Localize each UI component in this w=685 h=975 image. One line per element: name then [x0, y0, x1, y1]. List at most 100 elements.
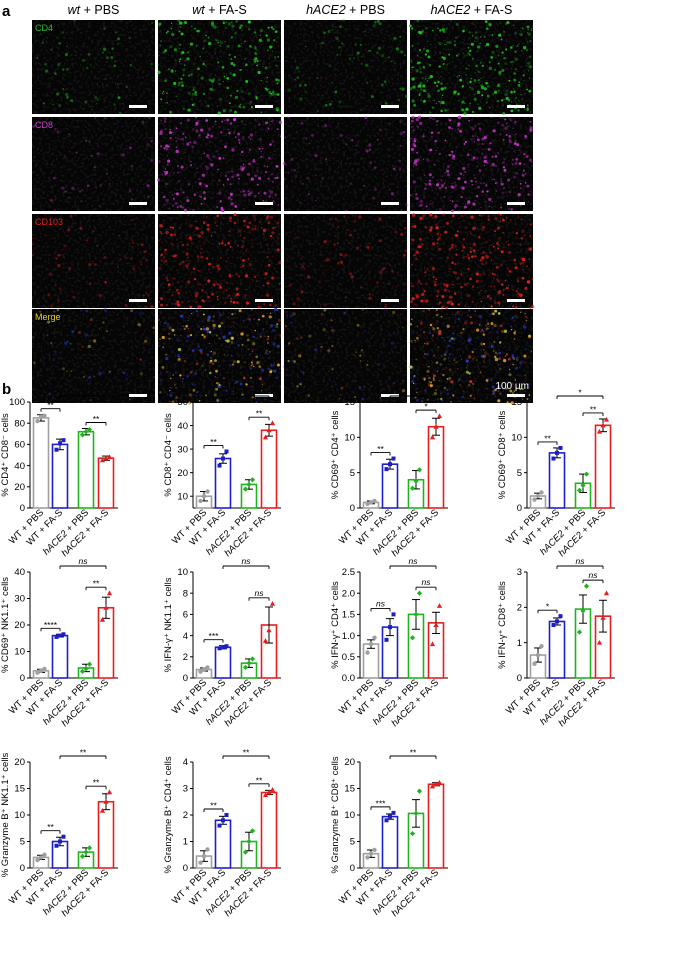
- micrograph-speckle: [53, 333, 55, 335]
- micrograph-speckle: [277, 363, 279, 365]
- micrograph-speckle: [77, 330, 82, 334]
- micrograph-speckle: [44, 300, 47, 302]
- micrograph-speckle: [50, 185, 53, 188]
- micrograph-speckle: [514, 379, 517, 381]
- micrograph-speckle: [527, 69, 530, 72]
- data-point: [603, 416, 610, 422]
- y-tick-label: 20: [177, 468, 188, 479]
- micrograph-speckle: [180, 80, 184, 84]
- y-tick-label: 5: [517, 468, 522, 479]
- micrograph-speckle: [353, 57, 355, 59]
- significance-label: *: [546, 602, 550, 612]
- micrograph-speckle: [526, 100, 527, 102]
- micrograph-speckle: [226, 77, 230, 80]
- micrograph-speckle: [494, 355, 497, 358]
- micrograph-noise: [32, 309, 155, 403]
- micrograph-speckle: [369, 237, 370, 239]
- data-point: [388, 625, 392, 630]
- micrograph-speckle: [197, 192, 199, 194]
- micrograph-speckle: [450, 164, 452, 166]
- micrograph-speckle: [298, 97, 300, 99]
- micrograph-speckle: [432, 394, 434, 396]
- micrograph-speckle: [192, 128, 195, 131]
- micrograph-speckle: [190, 202, 193, 204]
- micrograph-speckle: [464, 180, 467, 184]
- micrograph-speckle: [221, 66, 225, 69]
- micrograph-speckle: [272, 256, 273, 258]
- micrograph-speckle: [186, 142, 190, 146]
- micrograph-speckle: [42, 186, 44, 188]
- micrograph-speckle: [267, 335, 270, 338]
- micrograph-speckle: [463, 342, 465, 344]
- micrograph-speckle: [278, 282, 281, 285]
- micrograph-speckle: [253, 31, 257, 34]
- micrograph-speckle: [231, 363, 235, 366]
- micrograph-speckle: [510, 90, 513, 94]
- micrograph-speckle: [175, 303, 177, 305]
- micrograph-speckle: [490, 55, 494, 59]
- y-tick-label: 100: [9, 397, 25, 408]
- micrograph-speckle: [337, 225, 340, 229]
- micrograph-speckle: [479, 128, 482, 131]
- micrograph-speckle: [225, 389, 228, 392]
- micrograph-speckle: [264, 171, 268, 174]
- micrograph-speckle: [269, 303, 272, 307]
- micrograph-speckle: [429, 213, 433, 217]
- micrograph-speckle: [442, 373, 445, 377]
- micrograph-speckle: [443, 340, 446, 342]
- micrograph-speckle: [195, 121, 199, 125]
- micrograph-speckle: [392, 167, 396, 171]
- micrograph-speckle: [441, 94, 444, 96]
- micrograph-speckle: [409, 24, 412, 28]
- micrograph-speckle: [437, 80, 440, 84]
- micrograph-speckle: [531, 28, 533, 30]
- micrograph-speckle: [285, 215, 287, 217]
- micrograph-speckle: [182, 107, 185, 111]
- data-point: [413, 810, 419, 817]
- micrograph-speckle: [414, 138, 417, 142]
- micrograph-speckle: [270, 120, 272, 122]
- micrograph-speckle: [437, 236, 441, 240]
- significance-label: **: [210, 437, 217, 447]
- micrograph-speckle: [390, 192, 394, 196]
- micrograph-speckle: [178, 81, 181, 84]
- micrograph-speckle: [500, 330, 504, 333]
- column-header-genotype: hACE2: [431, 3, 471, 17]
- micrograph-speckle: [496, 242, 499, 245]
- micrograph-speckle: [313, 263, 315, 265]
- micrograph-speckle: [478, 106, 482, 110]
- micrograph-speckle: [502, 290, 504, 292]
- micrograph-speckle: [373, 166, 377, 170]
- column-header: hACE2 + FA-S: [431, 3, 513, 17]
- micrograph-speckle: [478, 71, 481, 74]
- micrograph-speckle: [426, 253, 428, 255]
- micrograph-speckle: [139, 358, 142, 361]
- y-tick-label: 5: [20, 837, 25, 848]
- micrograph-speckle: [163, 120, 167, 123]
- micrograph-speckle: [195, 370, 197, 372]
- micrograph-speckle: [254, 329, 256, 332]
- micrograph-speckle: [271, 276, 275, 280]
- micrograph-speckle: [82, 376, 85, 379]
- micrograph-speckle: [215, 387, 218, 391]
- micrograph-speckle: [426, 92, 430, 96]
- micrograph-speckle: [177, 353, 179, 356]
- data-point: [198, 669, 203, 674]
- micrograph-speckle: [250, 138, 252, 140]
- significance-label: ns: [242, 556, 252, 566]
- micrograph-speckle: [366, 245, 370, 249]
- micrograph-speckle: [489, 297, 493, 300]
- micrograph-speckle: [457, 83, 459, 85]
- scale-bar: [381, 394, 399, 397]
- micrograph-speckle: [137, 248, 140, 250]
- micrograph-speckle: [524, 390, 526, 393]
- data-point: [242, 664, 249, 670]
- micrograph-speckle: [185, 252, 189, 256]
- micrograph-speckle: [436, 102, 438, 105]
- micrograph-speckle: [240, 319, 242, 321]
- micrograph-speckle: [81, 162, 84, 164]
- micrograph-speckle: [238, 142, 241, 144]
- micrograph-speckle: [487, 147, 491, 151]
- data-point: [266, 427, 272, 433]
- micrograph-speckle: [182, 68, 186, 72]
